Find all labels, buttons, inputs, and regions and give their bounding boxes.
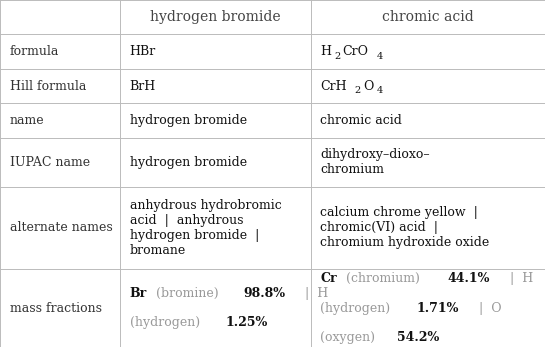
Text: |  O: | O xyxy=(471,302,501,315)
Text: |  H: | H xyxy=(502,272,534,285)
Text: Cr: Cr xyxy=(320,272,337,285)
Text: 1.71%: 1.71% xyxy=(416,302,458,315)
Text: chromic acid: chromic acid xyxy=(382,10,474,24)
Text: name: name xyxy=(10,114,45,127)
Text: |  H: | H xyxy=(297,287,329,300)
Text: (chromium): (chromium) xyxy=(342,272,424,285)
Text: Br: Br xyxy=(130,287,147,300)
Text: IUPAC name: IUPAC name xyxy=(10,156,90,169)
Text: 44.1%: 44.1% xyxy=(447,272,490,285)
Text: (oxygen): (oxygen) xyxy=(320,331,379,344)
Text: chromic acid: chromic acid xyxy=(320,114,402,127)
Text: dihydroxy–dioxo–
chromium: dihydroxy–dioxo– chromium xyxy=(320,149,430,176)
Text: calcium chrome yellow  |
chromic(VI) acid  |
chromium hydroxide oxide: calcium chrome yellow | chromic(VI) acid… xyxy=(320,206,490,249)
Text: 4: 4 xyxy=(376,86,383,95)
Text: alternate names: alternate names xyxy=(10,221,113,235)
Text: 2: 2 xyxy=(355,86,361,95)
Text: H: H xyxy=(320,45,331,58)
Text: (hydrogen): (hydrogen) xyxy=(320,302,395,315)
Text: 4: 4 xyxy=(376,52,383,61)
Text: hydrogen bromide: hydrogen bromide xyxy=(130,156,247,169)
Text: 2: 2 xyxy=(335,52,341,61)
Text: Hill formula: Hill formula xyxy=(10,80,86,93)
Text: O: O xyxy=(363,80,373,93)
Text: hydrogen bromide: hydrogen bromide xyxy=(150,10,281,24)
Text: (hydrogen): (hydrogen) xyxy=(130,316,204,329)
Text: hydrogen bromide: hydrogen bromide xyxy=(130,114,247,127)
Text: 98.8%: 98.8% xyxy=(243,287,285,300)
Text: 54.2%: 54.2% xyxy=(397,331,439,344)
Text: mass fractions: mass fractions xyxy=(10,302,102,315)
Text: (bromine): (bromine) xyxy=(152,287,222,300)
Text: anhydrous hydrobromic
acid  |  anhydrous
hydrogen bromide  |
bromane: anhydrous hydrobromic acid | anhydrous h… xyxy=(130,199,281,257)
Text: CrO: CrO xyxy=(343,45,369,58)
Text: BrH: BrH xyxy=(130,80,156,93)
Text: CrH: CrH xyxy=(320,80,347,93)
Text: formula: formula xyxy=(10,45,59,58)
Text: 1.25%: 1.25% xyxy=(225,316,268,329)
Text: HBr: HBr xyxy=(130,45,156,58)
